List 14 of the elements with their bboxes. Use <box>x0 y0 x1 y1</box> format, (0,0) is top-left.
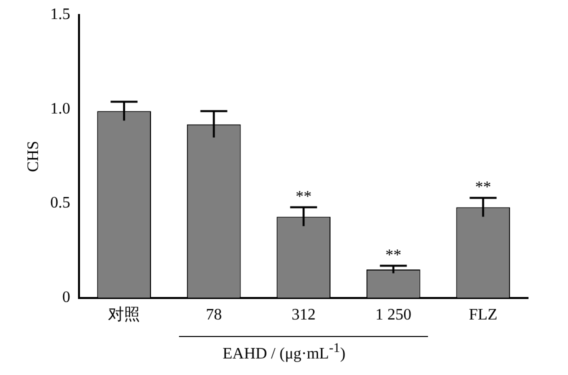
y-tick-label: 1.5 <box>50 6 70 24</box>
x-tick-label: 78 <box>206 306 222 324</box>
y-tick-label: 0.5 <box>50 194 70 212</box>
annotation: ** <box>475 179 492 196</box>
x-tick-label: FLZ <box>468 306 498 324</box>
y-tick-label: 1.0 <box>50 100 70 118</box>
x-tick-label: 1 250 <box>375 306 412 324</box>
x-axis-title: EAHD / (μg·mL$^{-1}$) <box>222 340 346 364</box>
annotation: ** <box>385 246 402 264</box>
annotation: ** <box>296 188 312 206</box>
y-axis-title: CHS <box>24 140 42 172</box>
x-tick-label: 312 <box>292 306 316 324</box>
x-tick-label: 对照 <box>108 306 140 324</box>
y-tick-label: 0 <box>62 289 70 306</box>
